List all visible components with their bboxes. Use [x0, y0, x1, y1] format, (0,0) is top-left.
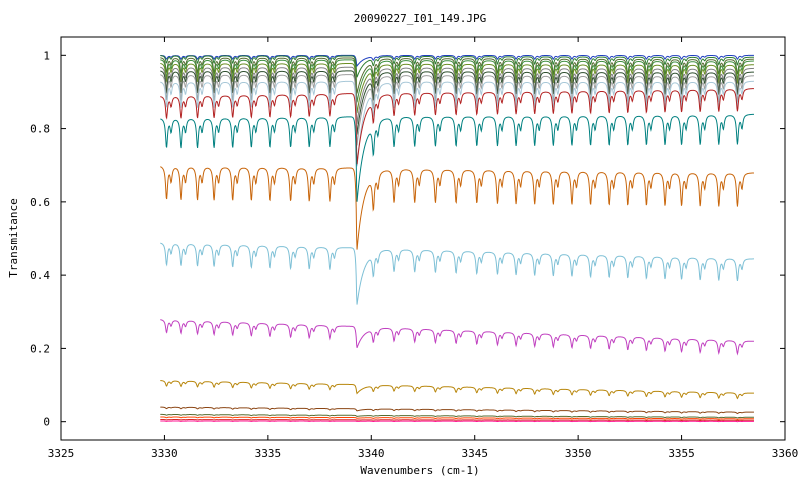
y-axis-ticks: 0 0.2 0.4 0.6 0.8 1: [30, 49, 785, 429]
x-tick-label: 3325: [48, 447, 75, 460]
spectrum-line-8: [160, 74, 754, 146]
spectrum-line-9: [160, 80, 754, 167]
spectrum-line-18: [160, 416, 754, 420]
y-tick-label: 0: [43, 416, 50, 429]
spectrum-line-2: [160, 55, 754, 78]
spectra-series: [160, 54, 754, 423]
x-axis-ticks: 3325 3330 3335 3340 3345 3350 3355 3360: [48, 37, 799, 460]
y-tick-label: 1: [43, 49, 50, 62]
spectrum-line-16: [160, 406, 754, 415]
spectrum-line-4: [160, 59, 754, 103]
spectrum-line-13: [160, 242, 754, 305]
spectrum-line-19: [160, 419, 754, 422]
spectrum-line-14: [160, 319, 754, 356]
spectrum-line-11: [160, 113, 754, 202]
x-tick-label: 3360: [772, 447, 799, 460]
x-tick-label: 3335: [255, 447, 282, 460]
x-tick-label: 3330: [151, 447, 178, 460]
spectrum-line-1: [160, 54, 754, 68]
spectrum-line-7: [160, 70, 754, 135]
x-tick-label: 3350: [565, 447, 592, 460]
y-tick-label: 0.8: [30, 123, 50, 136]
y-tick-label: 0.4: [30, 269, 50, 282]
y-tick-label: 0.2: [30, 342, 50, 355]
plot-frame: [60, 36, 786, 441]
x-tick-label: 3345: [461, 447, 488, 460]
y-axis-label: Transmitance: [7, 198, 20, 277]
chart-title: 20090227_I01_149.JPG: [354, 12, 486, 25]
spectrum-line-3: [160, 57, 754, 94]
spectrum-line-20: [160, 420, 754, 423]
spectrum-line-10: [160, 88, 754, 165]
spectrum-line-17: [160, 413, 754, 419]
spectrum-line-5: [160, 62, 754, 114]
spectrum-line-15: [160, 380, 754, 400]
y-tick-label: 0.6: [30, 196, 50, 209]
x-tick-label: 3355: [668, 447, 695, 460]
spectrum-line-12: [160, 166, 754, 250]
x-tick-label: 3340: [358, 447, 385, 460]
x-axis-label: Wavenumbers (cm-1): [360, 464, 479, 477]
